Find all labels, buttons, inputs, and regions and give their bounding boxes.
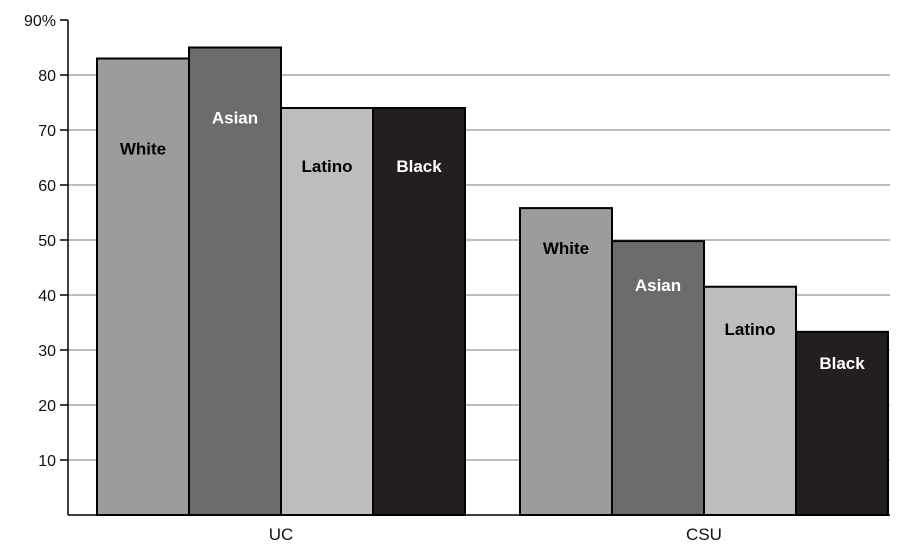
y-tick-label: 80 (38, 68, 56, 85)
bar-label-black: Black (396, 157, 442, 176)
bar-uc-asian (188, 46, 282, 516)
y-tick-label: 20 (38, 398, 56, 415)
y-tick-label: 40 (38, 288, 56, 305)
y-tick-label: 10 (38, 453, 56, 470)
bar-label-white: White (543, 239, 589, 258)
bar-label-latino: Latino (302, 157, 353, 176)
bar-uc-black (372, 107, 466, 516)
y-tick-label: 50 (38, 233, 56, 250)
bar-label-white: White (120, 140, 166, 159)
bar-label-asian: Asian (635, 276, 681, 295)
bar-uc-latino (280, 107, 374, 516)
bar-csu-black (795, 330, 889, 516)
x-category-label: UC (269, 525, 294, 544)
bar-label-latino: Latino (725, 320, 776, 339)
axes: 10 20 30 40 50 60 70 80 90% UC CSU (24, 13, 890, 544)
y-tick-label: 30 (38, 343, 56, 360)
y-tick-label: 60 (38, 178, 56, 195)
x-category-label: CSU (686, 525, 722, 544)
y-tick-label: 90% (24, 13, 56, 30)
y-tick-label: 70 (38, 123, 56, 140)
bar-csu-latino (703, 285, 797, 516)
bar-label-asian: Asian (212, 109, 258, 128)
bar-label-black: Black (819, 354, 865, 373)
bars-layer: White Asian Latino Black White Asian Latino Bla… (96, 46, 889, 516)
bar-uc-white (96, 57, 190, 516)
